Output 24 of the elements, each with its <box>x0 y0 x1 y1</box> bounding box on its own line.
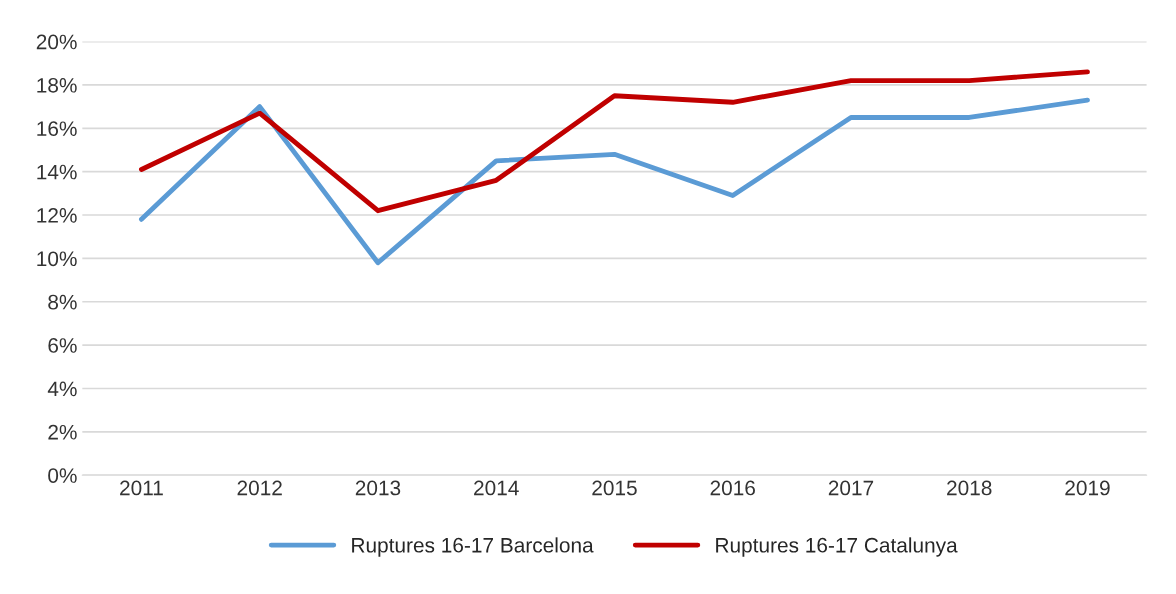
legend-label: Ruptures 16-17 Catalunya <box>716 537 958 557</box>
y-tick-label: 2% <box>48 424 77 440</box>
line-series <box>139 69 1090 214</box>
y-tick-label: 14% <box>37 164 77 180</box>
x-tick-label: 2017 <box>828 480 874 496</box>
y-tick-label: 16% <box>37 121 77 137</box>
y-tick-label: 8% <box>48 294 77 310</box>
y-tick-label: 4% <box>47 381 77 397</box>
line-series <box>139 97 1090 266</box>
y-tick-label: 12% <box>37 208 77 223</box>
legend-label: Ruptures 16-17 Barcelona <box>352 537 594 557</box>
y-tick-label: 0% <box>48 468 77 483</box>
x-tick-label: 2014 <box>474 480 519 496</box>
x-tick-label: 2011 <box>120 480 163 496</box>
x-tick-label: 2015 <box>592 480 637 496</box>
y-tick-label: 20% <box>36 34 77 50</box>
x-tick-label: 2019 <box>1065 480 1110 496</box>
x-tick-label: 2018 <box>947 480 992 496</box>
x-tick-label: 2016 <box>710 480 755 496</box>
y-tick-label: 10% <box>37 251 77 267</box>
x-tick-label: 2012 <box>237 480 282 496</box>
x-tick-label: 2013 <box>355 480 401 496</box>
y-tick-label: 18% <box>37 77 77 93</box>
y-tick-label: 6% <box>48 338 77 353</box>
